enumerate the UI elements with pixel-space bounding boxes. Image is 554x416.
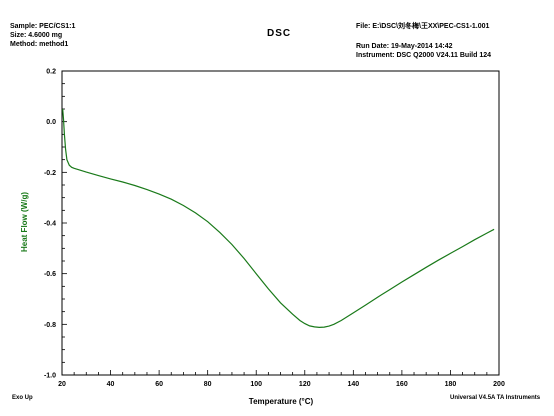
x-tick-label: 120 [299, 381, 311, 388]
x-tick-label: 60 [155, 381, 163, 388]
y-tick-label: 0.2 [46, 69, 56, 76]
y-tick-label: -1.0 [44, 373, 56, 380]
chart-title: DSC [267, 28, 292, 39]
x-tick-label: 140 [347, 381, 359, 388]
plot-frame [61, 70, 500, 376]
y-tick-label: -0.4 [44, 221, 56, 228]
x-tick-label: 180 [445, 381, 457, 388]
x-axis-label: Temperature (°C) [249, 397, 314, 406]
heat-flow-curve [62, 108, 495, 329]
y-tick-label: -0.8 [44, 322, 56, 329]
x-tick-label: 100 [250, 381, 262, 388]
y-tick-label: -0.2 [44, 170, 56, 177]
x-tick-label: 80 [204, 381, 212, 388]
y-tick-label: 0.0 [46, 119, 56, 126]
size-label: Size: 4.6000 mg [10, 32, 63, 39]
software-label: Universal V4.5A TA Instruments [450, 395, 541, 401]
run-date-label: Run Date: 19-May-2014 14:42 [356, 43, 453, 50]
x-tick-label: 160 [396, 381, 408, 388]
axis-ticks [61, 70, 500, 376]
x-tick-labels: 20 40 60 80 100 120 140 160 180 200 [58, 381, 505, 388]
exo-up-label: Exo Up [12, 395, 33, 401]
y-tick-label: -0.6 [44, 271, 56, 278]
x-tick-label: 20 [58, 381, 66, 388]
x-tick-label: 200 [493, 381, 505, 388]
instrument-label: Instrument: DSC Q2000 V24.11 Build 124 [356, 52, 491, 59]
y-axis-label: Heat Flow (W/g) [20, 192, 29, 252]
method-label: Method: method1 [10, 41, 69, 48]
x-tick-label: 40 [107, 381, 115, 388]
file-label: File: E:\DSC\刘冬梅\王XX\PEC-CS1-1.001 [356, 23, 490, 30]
y-tick-labels: 0.2 0.0 -0.2 -0.4 -0.6 -0.8 -1.0 [44, 69, 56, 380]
sample-label: Sample: PEC/CS1:1 [10, 23, 76, 30]
